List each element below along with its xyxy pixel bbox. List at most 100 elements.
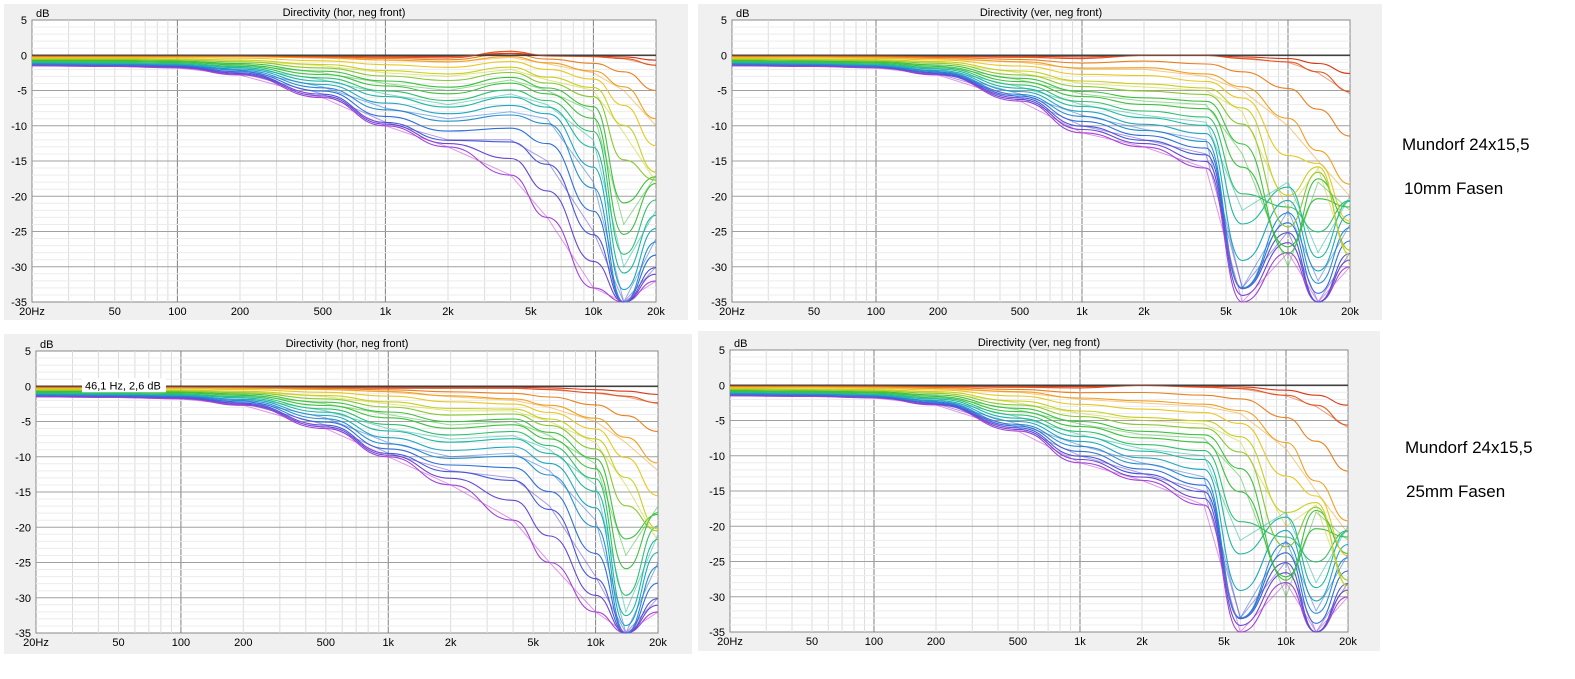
y-tick-label: 0 xyxy=(25,381,31,393)
series-line xyxy=(731,61,1351,254)
series-line xyxy=(731,65,1351,304)
y-tick-label: -10 xyxy=(11,121,27,133)
x-tick-label: 10k xyxy=(1279,306,1297,318)
series-line xyxy=(31,65,657,303)
y-tick-label: -35 xyxy=(11,297,27,309)
x-tick-label: 2k xyxy=(442,306,454,318)
series-line xyxy=(36,389,659,542)
series-line xyxy=(36,387,659,472)
x-tick-label: 50 xyxy=(112,637,124,649)
y-tick-label: -10 xyxy=(709,451,725,463)
series-line xyxy=(732,56,1351,197)
series-line xyxy=(36,386,659,405)
chamfer-variant-label: 10mm Fasen xyxy=(1404,179,1504,198)
cursor-readout-text: 46,1 Hz, 2,6 dB xyxy=(85,380,161,392)
x-tick-label: 200 xyxy=(929,306,947,318)
y-tick-label: 0 xyxy=(21,50,27,62)
series-line xyxy=(732,54,1351,95)
x-tick-label: 20Hz xyxy=(19,306,45,318)
series-line xyxy=(35,394,659,635)
x-tick-label: 10k xyxy=(585,306,603,318)
series-line xyxy=(35,396,659,634)
chart-title: Directivity (hor, neg front) xyxy=(286,338,409,350)
x-tick-label: 5k xyxy=(525,306,537,318)
y-tick-label: -20 xyxy=(15,522,31,534)
y-tick-label: -10 xyxy=(15,452,31,464)
off-axis-trace xyxy=(729,388,1349,581)
driver-model-label: Mundorf 24x15,5 xyxy=(1402,135,1530,154)
x-tick-label: 200 xyxy=(231,306,249,318)
y-tick-label: -35 xyxy=(709,627,725,639)
chart-svg: 20Hz 50 100 200 500 1k 2k 5k 10k 20k50-5-10-15-20… xyxy=(711,7,1359,318)
driver-model-label: Mundorf 24x15,5 xyxy=(1405,438,1533,457)
series-line xyxy=(729,395,1349,633)
series-line xyxy=(730,386,1349,534)
off-axis-trace xyxy=(731,56,1351,222)
chart-title: Directivity (ver, neg front) xyxy=(980,7,1102,19)
directivity-chart-ver-25mm: 20Hz 50 100 200 500 1k 2k 5k 10k 20k 5 0 -5 -10 -15 -20… xyxy=(698,331,1380,651)
x-tick-label: 1k xyxy=(1074,636,1086,648)
series-line xyxy=(731,64,1351,304)
y-tick-label: -15 xyxy=(709,486,725,498)
off-axis-trace xyxy=(729,392,1349,602)
off-axis-trace xyxy=(32,56,657,147)
series-line xyxy=(729,391,1349,584)
x-tick-label: 50 xyxy=(109,306,121,318)
cursor-readout-box xyxy=(82,378,166,393)
y-tick-label: -30 xyxy=(711,262,727,274)
series-line xyxy=(729,394,1349,634)
series-line xyxy=(31,61,657,269)
y-tick-label: -30 xyxy=(709,592,725,604)
chart-title: Directivity (ver, neg front) xyxy=(978,337,1100,349)
series-group xyxy=(729,384,1349,634)
series-line xyxy=(35,395,659,634)
y-tick-label: -35 xyxy=(711,297,727,309)
x-tick-label: 10k xyxy=(587,637,605,649)
x-tick-label: 20Hz xyxy=(23,637,49,649)
x-tick-label: 20k xyxy=(649,637,667,649)
x-tick-label: 5k xyxy=(1218,636,1230,648)
off-axis-trace xyxy=(731,62,1351,272)
off-axis-trace xyxy=(36,389,659,532)
x-tick-label: 100 xyxy=(867,306,885,318)
y-tick-label: -5 xyxy=(715,416,725,428)
series-line xyxy=(729,393,1349,620)
off-axis-trace xyxy=(731,58,1351,251)
y-tick-label: -25 xyxy=(15,558,31,570)
y-tick-label: 0 xyxy=(721,50,727,62)
y-tick-label: -25 xyxy=(709,557,725,569)
y-axis-label: dB xyxy=(40,339,53,351)
off-axis-trace xyxy=(35,387,659,497)
series-line xyxy=(36,391,659,557)
y-tick-label: -5 xyxy=(17,86,27,98)
series-line xyxy=(31,64,657,303)
y-tick-label: -5 xyxy=(21,417,31,429)
off-axis-trace xyxy=(35,394,659,634)
series-line xyxy=(32,56,657,127)
x-tick-label: 20k xyxy=(1341,306,1359,318)
x-tick-label: 100 xyxy=(168,306,186,318)
x-tick-label: 2k xyxy=(1136,636,1148,648)
y-tick-label: 5 xyxy=(21,15,27,27)
series-line xyxy=(31,63,657,304)
directivity-chart-hor-10mm: 20Hz 50 100 200 500 1k 2k 5k 10k 20k 5 0 -5 -10 -15 -20… xyxy=(4,4,688,320)
y-tick-label: 0 xyxy=(719,380,725,392)
series-line xyxy=(32,60,657,226)
series-line xyxy=(32,58,657,183)
chamfer-variant-label: 25mm Fasen xyxy=(1406,482,1506,501)
y-tick-label: 5 xyxy=(719,345,725,357)
off-axis-trace xyxy=(729,386,1349,557)
y-tick-label: -5 xyxy=(717,86,727,98)
off-axis-trace xyxy=(729,390,1349,578)
x-tick-label: 100 xyxy=(172,637,190,649)
series-group xyxy=(731,54,1351,304)
directivity-chart-hor-25mm: 20Hz 50 100 200 500 1k 2k 5k 10k 20k 5 0 -5 -10 -15 -20… xyxy=(4,334,692,654)
off-axis-trace xyxy=(31,63,657,303)
y-tick-label: -25 xyxy=(11,227,27,239)
x-tick-label: 1k xyxy=(382,637,394,649)
off-axis-trace xyxy=(731,63,1351,294)
x-tick-label: 50 xyxy=(806,636,818,648)
series-group xyxy=(31,50,657,304)
off-axis-trace xyxy=(31,61,657,255)
series-line xyxy=(730,384,1349,429)
